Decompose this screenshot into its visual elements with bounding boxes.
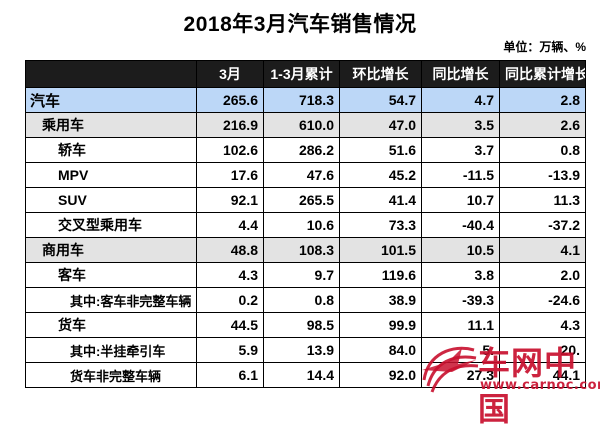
cell-mom-growth: 84.0 xyxy=(339,337,422,363)
header-cell-mom: 环比增长 xyxy=(339,60,422,88)
table-row: 货车 44.5 98.5 99.9 11.1 4.3 xyxy=(25,312,586,338)
table-row: 商用车 48.8 108.3 101.5 10.5 4.1 xyxy=(25,237,586,263)
row-label: 货车非完整车辆 xyxy=(25,362,197,388)
cell-yoy-ytd-growth: 0.8 xyxy=(499,137,586,163)
row-label: 乘用车 xyxy=(25,112,197,138)
cell-yoy-ytd-growth: -13.9 xyxy=(499,162,586,188)
header-cell-ytd: 1-3月累计 xyxy=(263,60,340,88)
row-label: 汽车 xyxy=(25,87,197,113)
cell-mom-growth: 47.0 xyxy=(339,112,422,138)
row-label: 其中:半挂牵引车 xyxy=(25,337,197,363)
cell-yoy-growth: 3.7 xyxy=(421,137,500,163)
cell-mom-growth: 101.5 xyxy=(339,237,422,263)
table-row: 交叉型乘用车 4.4 10.6 73.3 -40.4 -37.2 xyxy=(25,212,586,238)
cell-march-value: 102.6 xyxy=(196,137,264,163)
cell-march-value: 44.5 xyxy=(196,312,264,338)
cell-march-value: 216.9 xyxy=(196,112,264,138)
cell-mom-growth: 92.0 xyxy=(339,362,422,388)
cell-ytd-value: 286.2 xyxy=(263,137,340,163)
cell-yoy-ytd-growth: 2.8 xyxy=(499,87,586,113)
cell-march-value: 17.6 xyxy=(196,162,264,188)
unit-label: 单位：万辆、% xyxy=(503,40,586,54)
cell-yoy-ytd-growth: -37.2 xyxy=(499,212,586,238)
table-row: 轿车 102.6 286.2 51.6 3.7 0.8 xyxy=(25,137,586,163)
row-label: 其中:客车非完整车辆 xyxy=(25,287,197,313)
cell-yoy-growth: -40.4 xyxy=(421,212,500,238)
row-label: 轿车 xyxy=(25,137,197,163)
cell-ytd-value: 265.5 xyxy=(263,187,340,213)
cell-yoy-growth: 4.7 xyxy=(421,87,500,113)
cell-mom-growth: 73.3 xyxy=(339,212,422,238)
cell-ytd-value: 47.6 xyxy=(263,162,340,188)
cell-mom-growth: 51.6 xyxy=(339,137,422,163)
cell-ytd-value: 718.3 xyxy=(263,87,340,113)
cell-yoy-growth: 10.7 xyxy=(421,187,500,213)
table-row: 汽车 265.6 718.3 54.7 4.7 2.8 xyxy=(25,87,586,113)
cell-mom-growth: 45.2 xyxy=(339,162,422,188)
table-row: 货车非完整车辆 6.1 14.4 92.0 27.3 44.1 xyxy=(25,362,586,388)
header-cell-yoy-ytd: 同比累计增长 xyxy=(499,60,586,88)
cell-ytd-value: 9.7 xyxy=(263,262,340,288)
header-cell-march: 3月 xyxy=(196,60,264,88)
row-label: 客车 xyxy=(25,262,197,288)
table-row: 乘用车 216.9 610.0 47.0 3.5 2.6 xyxy=(25,112,586,138)
row-label: 商用车 xyxy=(25,237,197,263)
cell-yoy-growth: 11.1 xyxy=(421,312,500,338)
cell-yoy-ytd-growth: 11.3 xyxy=(499,187,586,213)
cell-yoy-ytd-growth: 4.1 xyxy=(499,237,586,263)
cell-ytd-value: 610.0 xyxy=(263,112,340,138)
table-row: MPV 17.6 47.6 45.2 -11.5 -13.9 xyxy=(25,162,586,188)
cell-yoy-growth: 3.5 xyxy=(421,112,500,138)
cell-march-value: 0.2 xyxy=(196,287,264,313)
sales-table: 3月 1-3月累计 环比增长 同比增长 同比累计增长 汽车 265.6 718.3 5… xyxy=(25,60,586,388)
cell-ytd-value: 108.3 xyxy=(263,237,340,263)
cell-yoy-growth: -39.3 xyxy=(421,287,500,313)
cell-yoy-ytd-growth: 20. xyxy=(499,337,586,363)
cell-yoy-ytd-growth: -24.6 xyxy=(499,287,586,313)
cell-yoy-growth: 3.8 xyxy=(421,262,500,288)
table-body: 汽车 265.6 718.3 54.7 4.7 2.8 乘用车 216.9 610.0 47.0 3… xyxy=(25,87,586,388)
cell-march-value: 265.6 xyxy=(196,87,264,113)
row-label: 交叉型乘用车 xyxy=(25,212,197,238)
cell-ytd-value: 0.8 xyxy=(263,287,340,313)
cell-march-value: 92.1 xyxy=(196,187,264,213)
cell-march-value: 5.9 xyxy=(196,337,264,363)
cell-ytd-value: 13.9 xyxy=(263,337,340,363)
cell-ytd-value: 14.4 xyxy=(263,362,340,388)
cell-mom-growth: 99.9 xyxy=(339,312,422,338)
cell-yoy-growth: -11.5 xyxy=(421,162,500,188)
cell-mom-growth: 41.4 xyxy=(339,187,422,213)
cell-yoy-ytd-growth: 2.0 xyxy=(499,262,586,288)
cell-yoy-ytd-growth: 2.6 xyxy=(499,112,586,138)
table-header-row: 3月 1-3月累计 环比增长 同比增长 同比累计增长 xyxy=(25,60,586,88)
cell-yoy-growth: 5. xyxy=(421,337,500,363)
table-row: 其中:客车非完整车辆 0.2 0.8 38.9 -39.3 -24.6 xyxy=(25,287,586,313)
table-row: 其中:半挂牵引车 5.9 13.9 84.0 5. 20. xyxy=(25,337,586,363)
cell-march-value: 4.4 xyxy=(196,212,264,238)
cell-mom-growth: 38.9 xyxy=(339,287,422,313)
cell-yoy-growth: 10.5 xyxy=(421,237,500,263)
row-label: 货车 xyxy=(25,312,197,338)
header-cell-yoy: 同比增长 xyxy=(421,60,500,88)
cell-yoy-ytd-growth: 44.1 xyxy=(499,362,586,388)
page-title: 2018年3月汽车销售情况 xyxy=(183,13,417,36)
row-label: MPV xyxy=(25,162,197,188)
cell-march-value: 6.1 xyxy=(196,362,264,388)
cell-march-value: 48.8 xyxy=(196,237,264,263)
table-row: 客车 4.3 9.7 119.6 3.8 2.0 xyxy=(25,262,586,288)
row-label: SUV xyxy=(25,187,197,213)
cell-mom-growth: 54.7 xyxy=(339,87,422,113)
cell-yoy-growth: 27.3 xyxy=(421,362,500,388)
cell-ytd-value: 98.5 xyxy=(263,312,340,338)
cell-ytd-value: 10.6 xyxy=(263,212,340,238)
cell-mom-growth: 119.6 xyxy=(339,262,422,288)
cell-march-value: 4.3 xyxy=(196,262,264,288)
table-row: SUV 92.1 265.5 41.4 10.7 11.3 xyxy=(25,187,586,213)
cell-yoy-ytd-growth: 4.3 xyxy=(499,312,586,338)
header-cell-label xyxy=(25,60,197,88)
